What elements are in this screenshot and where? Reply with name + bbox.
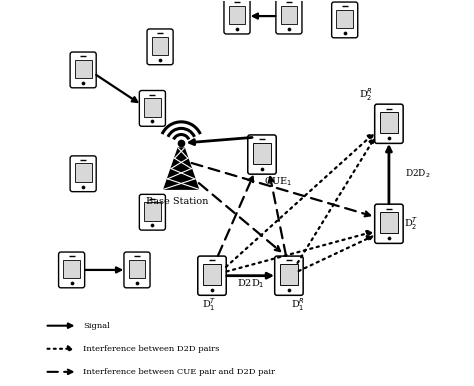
FancyBboxPatch shape xyxy=(75,60,91,78)
FancyBboxPatch shape xyxy=(275,256,303,295)
Text: D$_1^R$: D$_1^R$ xyxy=(291,296,305,313)
Text: D$_2^R$: D$_2^R$ xyxy=(359,86,373,103)
Text: Signal: Signal xyxy=(83,322,110,330)
FancyBboxPatch shape xyxy=(253,143,271,164)
FancyBboxPatch shape xyxy=(203,264,221,285)
Text: Interference between D2D pairs: Interference between D2D pairs xyxy=(83,345,219,353)
FancyBboxPatch shape xyxy=(139,194,165,230)
FancyBboxPatch shape xyxy=(337,10,353,28)
FancyBboxPatch shape xyxy=(75,164,91,182)
FancyBboxPatch shape xyxy=(147,29,173,65)
FancyBboxPatch shape xyxy=(70,52,96,88)
FancyBboxPatch shape xyxy=(139,90,165,126)
FancyBboxPatch shape xyxy=(248,135,276,174)
FancyBboxPatch shape xyxy=(276,0,302,34)
FancyBboxPatch shape xyxy=(152,37,168,55)
FancyBboxPatch shape xyxy=(380,112,398,133)
Text: D2D$_2$: D2D$_2$ xyxy=(405,168,430,180)
FancyBboxPatch shape xyxy=(281,6,297,24)
Polygon shape xyxy=(164,148,199,189)
FancyBboxPatch shape xyxy=(144,202,161,221)
FancyBboxPatch shape xyxy=(374,204,403,244)
Text: D$_2^T$: D$_2^T$ xyxy=(404,215,419,232)
Text: Interference between CUE pair and D2D pair: Interference between CUE pair and D2D pa… xyxy=(83,368,275,376)
FancyBboxPatch shape xyxy=(63,260,80,278)
Text: CUE$_1$: CUE$_1$ xyxy=(264,176,292,188)
FancyBboxPatch shape xyxy=(280,264,298,285)
Text: D$_1^T$: D$_1^T$ xyxy=(201,296,216,313)
FancyBboxPatch shape xyxy=(380,212,398,233)
FancyBboxPatch shape xyxy=(128,260,146,278)
Text: Base Station: Base Station xyxy=(146,197,209,206)
FancyBboxPatch shape xyxy=(124,252,150,288)
FancyBboxPatch shape xyxy=(374,104,403,143)
FancyBboxPatch shape xyxy=(228,6,246,24)
FancyBboxPatch shape xyxy=(198,256,226,295)
FancyBboxPatch shape xyxy=(70,156,96,192)
Text: D2D$_1$: D2D$_1$ xyxy=(237,278,264,290)
FancyBboxPatch shape xyxy=(144,98,161,117)
FancyBboxPatch shape xyxy=(332,2,358,38)
FancyBboxPatch shape xyxy=(59,252,85,288)
FancyBboxPatch shape xyxy=(224,0,250,34)
